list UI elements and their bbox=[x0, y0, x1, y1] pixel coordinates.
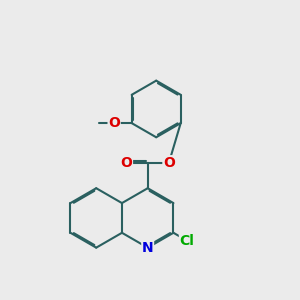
Text: O: O bbox=[121, 156, 132, 170]
Text: O: O bbox=[108, 116, 120, 130]
Text: Cl: Cl bbox=[179, 234, 194, 248]
Text: O: O bbox=[163, 156, 175, 170]
Text: N: N bbox=[142, 241, 154, 255]
